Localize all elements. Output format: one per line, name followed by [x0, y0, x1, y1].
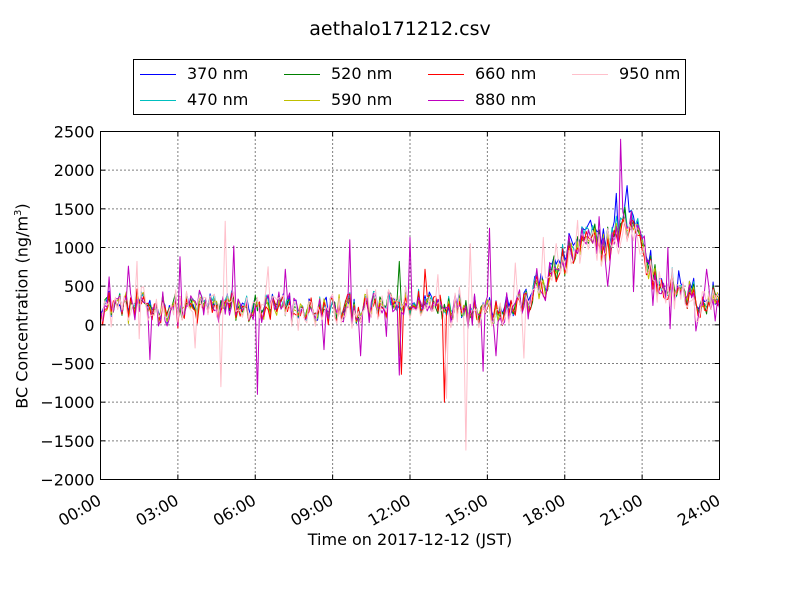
series-line	[100, 205, 720, 325]
legend-label: 660 nm	[475, 64, 537, 83]
y-tick-label: −1500	[40, 432, 94, 451]
x-tick-label: 21:00	[597, 491, 646, 531]
y-axis-label: BC Concentration (ng/m3)	[13, 203, 32, 408]
y-axis-label-text: BC Concentration (ng/m	[12, 215, 32, 409]
legend-label: 520 nm	[331, 64, 393, 83]
y-tick-label: −2000	[40, 471, 94, 490]
legend-entry: 950 nm	[566, 63, 706, 85]
legend-label: 370 nm	[187, 64, 249, 83]
y-tick-label: −500	[51, 355, 95, 374]
legend-entry: 590 nm	[278, 89, 418, 111]
legend-swatch	[284, 74, 320, 75]
legend-label: 470 nm	[187, 90, 249, 109]
x-tick-label: 06:00	[210, 491, 259, 531]
y-axis-tick-labels: 2500 2000 1500 1000 500 0 −500 −1000 −1500 −2000	[40, 123, 94, 490]
legend-swatch	[572, 74, 608, 75]
y-tick-label: 1500	[54, 200, 95, 219]
legend-entry: 660 nm	[422, 63, 562, 85]
x-tick-label: 12:00	[365, 491, 414, 531]
legend-label: 950 nm	[619, 64, 681, 83]
x-tick-label: 00:00	[55, 491, 104, 531]
y-axis-label-superscript: 3	[13, 209, 25, 216]
legend-swatch	[428, 74, 464, 75]
y-axis-label-suffix: )	[12, 203, 32, 210]
legend-entry: 880 nm	[422, 89, 562, 111]
legend-swatch	[140, 100, 176, 101]
legend-entry: 520 nm	[278, 63, 418, 85]
axis-ticks	[100, 131, 720, 480]
y-tick-label: 500	[64, 277, 95, 296]
legend-swatch	[428, 100, 464, 101]
y-tick-label: 1000	[54, 239, 95, 258]
y-tick-label: 0	[84, 316, 94, 335]
legend-swatch	[284, 100, 320, 101]
y-tick-label: −1000	[40, 393, 94, 412]
chart-title: aethalo171212.csv	[309, 18, 491, 40]
series-line	[100, 185, 720, 324]
y-tick-label: 2500	[54, 123, 95, 142]
x-axis-tick-labels: 00:00 03:00 06:00 09:00 12:00 15:00 18:00 21:00…	[55, 491, 723, 531]
legend-entry: 370 nm	[134, 63, 274, 85]
x-tick-label: 24:00	[674, 491, 723, 531]
series-line	[100, 220, 720, 357]
x-axis-label: Time on 2017-12-12 (JST)	[307, 530, 513, 549]
y-tick-label: 2000	[54, 161, 95, 180]
x-tick-label: 03:00	[132, 491, 181, 531]
series-lines	[100, 138, 720, 451]
legend-label: 590 nm	[331, 90, 393, 109]
x-tick-label: 18:00	[519, 491, 568, 531]
legend-swatch	[140, 74, 176, 75]
x-tick-label: 15:00	[442, 491, 491, 531]
series-line	[100, 138, 720, 395]
legend-entry: 470 nm	[134, 89, 274, 111]
series-line	[100, 218, 720, 451]
x-tick-label: 09:00	[287, 491, 336, 531]
legend: 370 nm 470 nm 520 nm 590 nm 660 nm 880 nm 950 …	[133, 59, 686, 115]
legend-label: 880 nm	[475, 90, 537, 109]
